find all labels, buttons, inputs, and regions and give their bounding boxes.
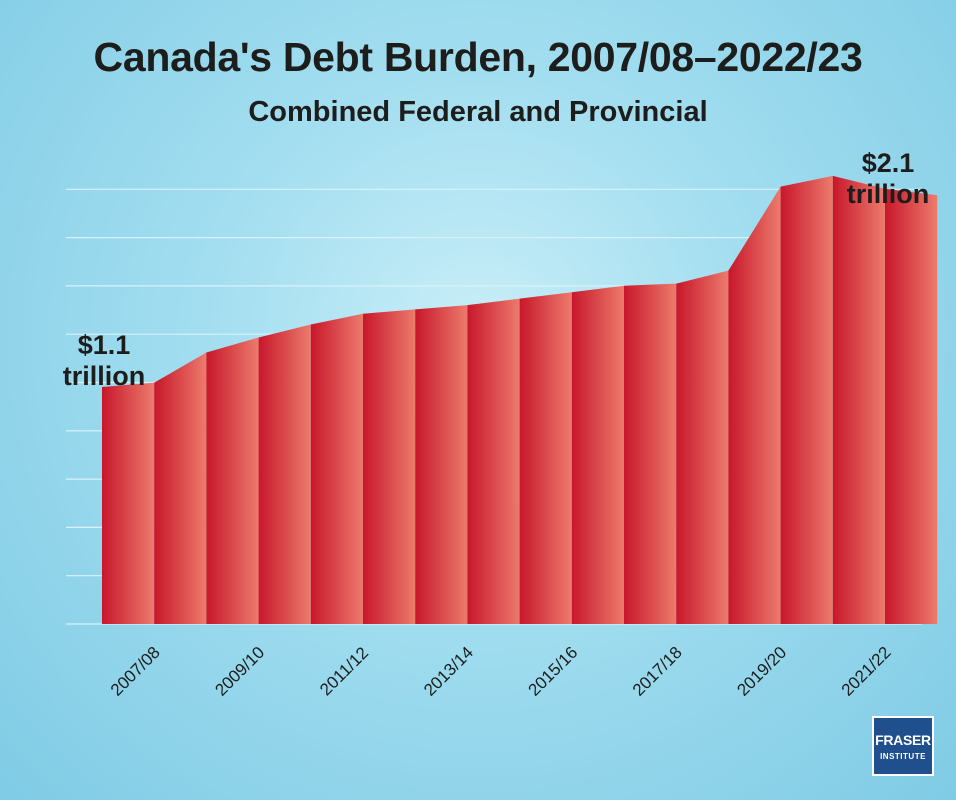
x-tick-label: 2015/16 <box>525 643 582 700</box>
area-column-2011/12 <box>310 313 363 624</box>
area-column-2019/20 <box>728 186 781 625</box>
area-column-2015/16 <box>519 292 572 624</box>
start-value-annotation: $1.1 trillion <box>48 330 160 392</box>
x-tick-label: 2013/14 <box>420 643 477 700</box>
logo-wordmark: FRASER <box>875 732 931 748</box>
x-tick-label: 2021/22 <box>838 643 895 700</box>
x-tick-label: 2017/18 <box>629 643 686 700</box>
x-axis-ticks: 2007/08 2009/10 2011/12 2013/14 2015/16 2017/… <box>107 643 895 700</box>
area-column-2022/23 <box>885 188 938 625</box>
area-column-2017/18 <box>624 283 677 624</box>
end-value-unit: trillion <box>846 179 930 209</box>
area-column-2014/15 <box>467 298 520 624</box>
chart-title: Canada's Debt Burden, 2007/08–2022/23 <box>93 34 863 80</box>
area-column-2007/08 <box>102 382 155 624</box>
start-value-unit: trillion <box>62 361 146 391</box>
fraser-institute-logo: FRASER INSTITUTE <box>872 716 934 776</box>
area-column-2012/13 <box>363 309 416 624</box>
start-value-amount: $1.1 <box>77 330 131 360</box>
area-column-2021/22 <box>832 175 885 624</box>
area-column-2009/10 <box>206 337 259 624</box>
area-column-2020/21 <box>780 175 833 624</box>
x-tick-label: 2011/12 <box>316 643 372 699</box>
area-column-2008/09 <box>154 352 207 624</box>
x-tick-label: 2009/10 <box>211 643 268 700</box>
logo-subtext: INSTITUTE <box>880 752 926 761</box>
area-column-2018/19 <box>676 270 729 624</box>
end-value-amount: $2.1 <box>861 148 915 178</box>
x-tick-label: 2007/08 <box>107 643 164 700</box>
x-tick-label: 2019/20 <box>733 643 790 700</box>
area-column-2016/17 <box>571 285 624 624</box>
area-column-2010/11 <box>258 324 311 624</box>
chart-subtitle: Combined Federal and Provincial <box>248 96 708 128</box>
area-columns <box>102 175 938 625</box>
area-column-2013/14 <box>415 305 468 624</box>
end-value-annotation: $2.1 trillion <box>838 148 938 210</box>
